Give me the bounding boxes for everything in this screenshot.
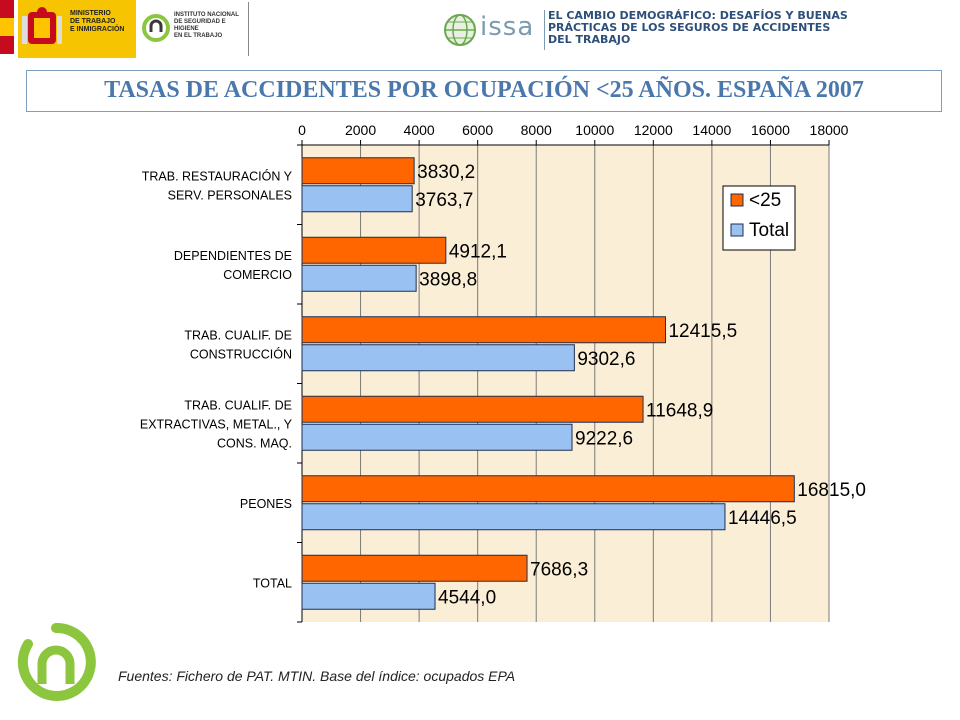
category-label-line: TRAB. CUALIF. DE (184, 398, 292, 412)
legend-swatch-total (730, 223, 744, 237)
x-tick-label: 16000 (751, 122, 790, 138)
bar-under25 (301, 236, 447, 264)
category-label: DEPENDIENTES DE COMERCIO (174, 249, 292, 282)
legend-label-total: Total (749, 220, 789, 241)
x-tick-label: 8000 (521, 122, 552, 138)
issa-logo-text: issa (480, 12, 535, 42)
x-tick-label: 2000 (345, 122, 376, 138)
issa-divider (544, 10, 545, 50)
data-label-total: 3763,7 (415, 190, 473, 211)
data-label-under25: 4912,1 (449, 241, 507, 262)
coat-of-arms-icon (22, 7, 62, 44)
bar-total (301, 344, 575, 372)
bar-total (301, 582, 436, 610)
data-label-under25: 16815,0 (797, 480, 866, 501)
issa-globe-icon (444, 14, 476, 46)
page-title: TASAS DE ACCIDENTES POR OCUPACIÓN <25 AÑ… (104, 77, 864, 103)
category-label-line: COMERCIO (223, 268, 292, 282)
bar-total (301, 264, 417, 292)
insht-logo-icon (142, 14, 170, 42)
spain-flag-icon (0, 0, 14, 54)
x-tick-label: 0 (298, 122, 306, 138)
x-tick-label: 4000 (404, 122, 435, 138)
category-label: TOTAL (253, 576, 292, 590)
data-label-total: 4544,0 (438, 587, 496, 608)
x-tick-label: 6000 (462, 122, 493, 138)
data-label-under25: 11648,9 (646, 400, 713, 421)
x-tick-label: 14000 (692, 122, 731, 138)
bar-under25 (301, 475, 795, 503)
category-label-line: CONSTRUCCIÓN (190, 346, 292, 361)
ministry-label: MINISTERIO DE TRABAJO E INMIGRACIÓN (70, 10, 125, 33)
data-label-under25: 12415,5 (668, 321, 737, 342)
legend-swatch-under25 (730, 193, 744, 207)
conference-title: EL CAMBIO DEMOGRÁFICO: DESAFÍOS Y BUENAS… (548, 9, 848, 46)
x-tick-label: 12000 (634, 122, 673, 138)
bar-total (301, 185, 413, 213)
data-label-total: 3898,8 (419, 269, 477, 290)
category-label: TRAB. CUALIF. DE CONSTRUCCIÓN (184, 328, 292, 361)
x-tick-label: 10000 (575, 122, 614, 138)
category-label-line: TRAB. CUALIF. DE (184, 328, 292, 342)
legend-label-under25: <25 (749, 190, 781, 211)
bar-total (301, 423, 573, 451)
source-note: Fuentes: Fichero de PAT. MTIN. Base del … (118, 668, 516, 684)
data-label-total: 14446,5 (728, 508, 797, 529)
category-label-line: TRAB. RESTAURACIÓN Y (142, 168, 293, 183)
title-box: TASAS DE ACCIDENTES POR OCUPACIÓN <25 AÑ… (26, 70, 942, 112)
category-label: PEONES (240, 497, 292, 511)
bar-under25 (301, 395, 644, 423)
institute-label: INSTITUTO NACIONAL DE SEGURIDAD E HIGIEN… (174, 12, 239, 39)
header-divider (248, 2, 249, 56)
category-label: TRAB. CUALIF. DE EXTRACTIVAS, METAL., Y CO… (140, 398, 293, 450)
bar-under25 (301, 554, 528, 582)
category-label-line: DEPENDIENTES DE (174, 249, 292, 263)
category-label-line: PEONES (240, 497, 292, 511)
header-banner: MINISTERIO DE TRABAJO E INMIGRACIÓN INST… (0, 0, 960, 62)
bar-total (301, 503, 726, 531)
category-label-line: CONS. MAQ. (217, 436, 292, 450)
insht-large-logo-icon (17, 622, 96, 701)
category-label-line: TOTAL (253, 576, 292, 590)
data-label-total: 9222,6 (575, 428, 633, 449)
bar-under25 (301, 157, 415, 185)
data-label-under25: 3830,2 (417, 162, 475, 183)
data-label-total: 9302,6 (577, 349, 635, 370)
data-label-under25: 7686,3 (530, 559, 588, 580)
x-tick-label: 18000 (810, 122, 849, 138)
category-label-line: EXTRACTIVAS, METAL., Y (140, 417, 293, 431)
bar-under25 (301, 316, 666, 344)
category-label-line: SERV. PERSONALES (168, 188, 292, 202)
category-label: TRAB. RESTAURACIÓN Y SERV. PERSONALES (142, 168, 293, 202)
